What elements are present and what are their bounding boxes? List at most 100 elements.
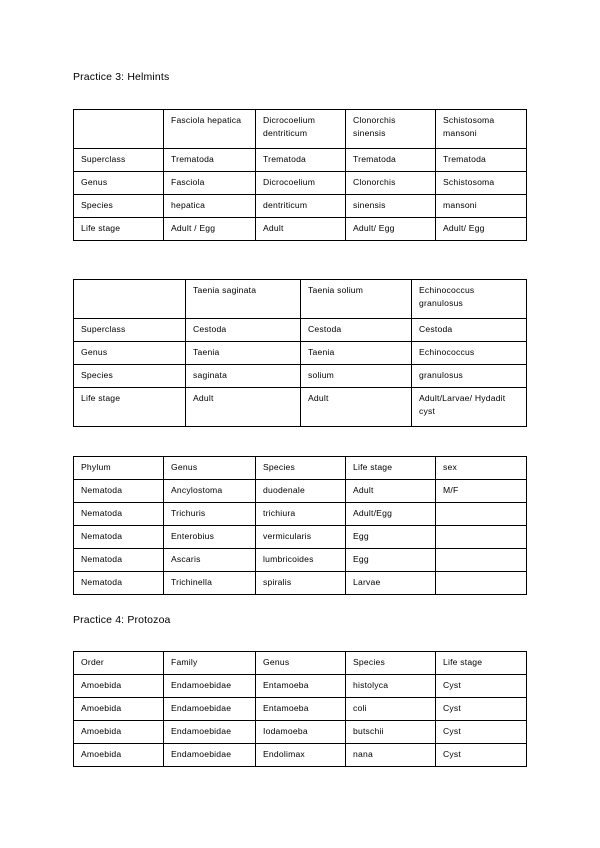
- table-row: Fasciola hepatica Dicrocoelium dentritic…: [73, 109, 527, 149]
- cestoda-table-body: Taenia saginata Taenia solium Echinococc…: [73, 279, 527, 427]
- table-cell: Taenia: [300, 341, 412, 365]
- table-cell: Adult / Egg: [163, 217, 256, 241]
- table-cell: Cyst: [435, 720, 527, 744]
- table-cell: coli: [345, 697, 436, 721]
- table-cell: [435, 502, 527, 526]
- cestoda-table: Taenia saginata Taenia solium Echinococc…: [73, 279, 527, 427]
- table-cell: nana: [345, 743, 436, 767]
- nematoda-table: Phylum Genus Species Life stage sex Nema…: [73, 456, 527, 595]
- table-cell: Cyst: [435, 743, 527, 767]
- table-row: Genus Taenia Taenia Echinococcus: [73, 341, 527, 365]
- table-cell: Fasciola: [163, 171, 256, 195]
- table-cell: Endamoebidae: [163, 674, 256, 698]
- table-cell: Taenia solium: [300, 279, 412, 319]
- protozoa-table-body: Order Family Genus Species Life stage Am…: [73, 651, 527, 767]
- table-cell: Phylum: [73, 456, 164, 480]
- table-row: Amoebida Endamoebidae Iodamoeba butschii…: [73, 720, 527, 744]
- table-cell: vermicularis: [255, 525, 346, 549]
- table-row: Superclass Trematoda Trematoda Trematoda…: [73, 148, 527, 172]
- table-cell: Taenia saginata: [185, 279, 301, 319]
- table-cell: Dicrocoelium: [255, 171, 346, 195]
- table-row: Taenia saginata Taenia solium Echinococc…: [73, 279, 527, 319]
- table-cell: Cyst: [435, 697, 527, 721]
- table-cell: Echinococcus granulosus: [411, 279, 527, 319]
- table-cell: [435, 548, 527, 572]
- table-cell: Adult/ Egg: [435, 217, 527, 241]
- table-cell: Genus: [255, 651, 346, 675]
- table-row: Order Family Genus Species Life stage: [73, 651, 527, 675]
- table-spacer: [73, 427, 526, 456]
- trematoda-table: Fasciola hepatica Dicrocoelium dentritic…: [73, 109, 527, 241]
- table-cell: [73, 109, 164, 149]
- page-title-practice-3: Practice 3: Helmints: [73, 71, 170, 83]
- table-cell: Endamoebidae: [163, 697, 256, 721]
- table-cell: Trichinella: [163, 571, 256, 595]
- table-cell: Life stage: [345, 456, 436, 480]
- table-row: Nematoda Ancylostoma duodenale Adult M/F: [73, 479, 527, 503]
- table-cell: Schistosoma: [435, 171, 527, 195]
- table-cell: Endolimax: [255, 743, 346, 767]
- table-row: Nematoda Trichinella spiralis Larvae: [73, 571, 527, 595]
- table-cell: trichiura: [255, 502, 346, 526]
- table-row: Nematoda Ascaris lumbricoides Egg: [73, 548, 527, 572]
- document-content: Practice 3: Helmints Fasciola hepatica D…: [73, 70, 527, 767]
- table-cell: lumbricoides: [255, 548, 346, 572]
- table-cell: Nematoda: [73, 525, 164, 549]
- table-cell: Genus: [163, 456, 256, 480]
- table-cell: Trematoda: [345, 148, 436, 172]
- table-row: Life stage Adult / Egg Adult Adult/ Egg …: [73, 217, 527, 241]
- table-cell: saginata: [185, 364, 301, 388]
- table-cell: Ancylostoma: [163, 479, 256, 503]
- table-cell: Superclass: [73, 318, 186, 342]
- table-cell: Entamoeba: [255, 697, 346, 721]
- table-cell: Species: [73, 194, 164, 218]
- table-cell: Enterobius: [163, 525, 256, 549]
- table-cell: Adult/Larvae/ Hydadit cyst: [411, 387, 527, 427]
- table-cell: Endamoebidae: [163, 743, 256, 767]
- table-cell: Amoebida: [73, 674, 164, 698]
- table-cell: sinensis: [345, 194, 436, 218]
- table-cell: mansoni: [435, 194, 527, 218]
- table-cell: dentriticum: [255, 194, 346, 218]
- table-cell: Adult: [185, 387, 301, 427]
- table-cell: Genus: [73, 171, 164, 195]
- table-cell: Family: [163, 651, 256, 675]
- trematoda-table-body: Fasciola hepatica Dicrocoelium dentritic…: [73, 109, 527, 241]
- table-cell: Amoebida: [73, 697, 164, 721]
- table-cell: Trematoda: [255, 148, 346, 172]
- table-cell: Species: [73, 364, 186, 388]
- table-cell: Life stage: [73, 217, 164, 241]
- nematoda-table-body: Phylum Genus Species Life stage sex Nema…: [73, 456, 527, 595]
- table-cell: Schistosoma mansoni: [435, 109, 527, 149]
- table-cell: Species: [345, 651, 436, 675]
- table-cell: Nematoda: [73, 479, 164, 503]
- table-cell: [73, 279, 186, 319]
- table-cell: hepatica: [163, 194, 256, 218]
- table-cell: Genus: [73, 341, 186, 365]
- table-cell: Egg: [345, 525, 436, 549]
- table-cell: solium: [300, 364, 412, 388]
- table-spacer: [73, 241, 526, 279]
- table-row: Nematoda Trichuris trichiura Adult/Egg: [73, 502, 527, 526]
- table-cell: Cestoda: [411, 318, 527, 342]
- table-cell: Trichuris: [163, 502, 256, 526]
- table-cell: Order: [73, 651, 164, 675]
- table-cell: Cestoda: [185, 318, 301, 342]
- table-cell: Nematoda: [73, 548, 164, 572]
- table-row: Nematoda Enterobius vermicularis Egg: [73, 525, 527, 549]
- table-cell: sex: [435, 456, 527, 480]
- page-title-practice-4: Practice 4: Protozoa: [73, 614, 171, 626]
- protozoa-table: Order Family Genus Species Life stage Am…: [73, 651, 527, 767]
- table-cell: Cestoda: [300, 318, 412, 342]
- table-cell: butschii: [345, 720, 436, 744]
- table-cell: [435, 571, 527, 595]
- table-cell: M/F: [435, 479, 527, 503]
- table-cell: [435, 525, 527, 549]
- table-cell: Dicrocoelium dentriticum: [255, 109, 346, 149]
- table-row: Amoebida Endamoebidae Entamoeba histolyc…: [73, 674, 527, 698]
- table-cell: Endamoebidae: [163, 720, 256, 744]
- table-cell: Entamoeba: [255, 674, 346, 698]
- table-cell: Trematoda: [435, 148, 527, 172]
- table-cell: histolyca: [345, 674, 436, 698]
- table-cell: Species: [255, 456, 346, 480]
